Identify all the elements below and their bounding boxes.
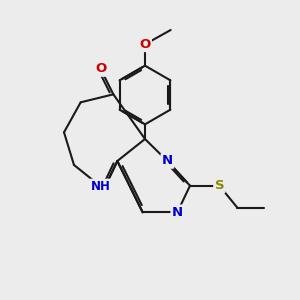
Text: O: O	[95, 62, 106, 76]
Text: N: N	[162, 154, 173, 167]
Text: NH: NH	[91, 180, 111, 193]
Text: N: N	[172, 206, 183, 219]
Text: O: O	[140, 38, 151, 51]
Text: S: S	[214, 179, 224, 192]
